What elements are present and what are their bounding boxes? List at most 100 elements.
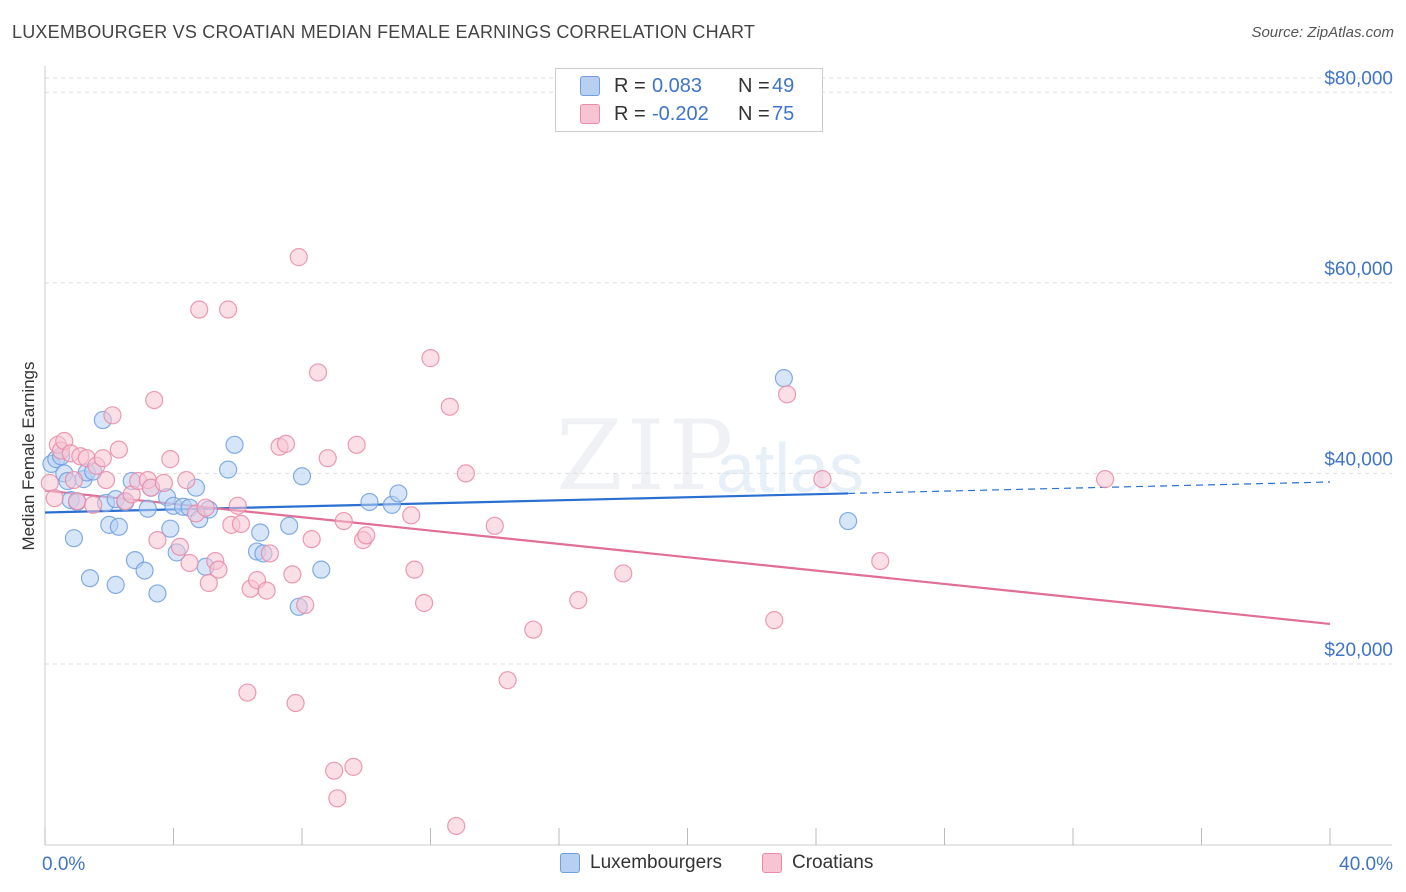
point-croatian [177, 470, 196, 490]
legend-n-value: 49 [772, 74, 795, 97]
point-luxembourger [80, 569, 100, 588]
point-croatian [93, 449, 112, 468]
legend-r-value: -0.202 [652, 102, 709, 125]
legend-r-value: 0.083 [652, 74, 703, 97]
point-croatian [84, 495, 103, 514]
point-croatian [344, 757, 363, 776]
point-croatian [334, 511, 353, 531]
point-croatian [109, 440, 128, 459]
point-croatian [148, 531, 167, 550]
point-croatian [276, 434, 296, 453]
point-luxembourger [106, 575, 125, 594]
bottom-legend-croatians: Croatians [762, 852, 873, 874]
point-luxembourger [64, 529, 84, 548]
point-croatian [1096, 470, 1115, 489]
point-croatian [286, 693, 305, 713]
point-luxembourger [251, 523, 270, 542]
point-croatian [103, 406, 122, 425]
point-croatian [357, 526, 376, 545]
point-luxembourger [280, 516, 299, 535]
bottom-legend-label: Luxembourgers [590, 852, 723, 873]
point-croatian [40, 473, 59, 493]
axis-labels: $20,000 $40,000 $60,000 $80,000 0.0% 40.0% Med… [19, 68, 1393, 875]
bottom-legend-luxembourgers: Luxembourgers [560, 852, 722, 874]
point-luxembourger [138, 499, 157, 518]
point-luxembourger [219, 460, 238, 479]
source-label: Source: ZipAtlas.com [1251, 24, 1394, 41]
legend-row-luxembourgers: R = 0.083 N = 49 [580, 73, 794, 99]
point-luxembourger [389, 484, 408, 503]
legend-n-label: N = [738, 102, 770, 125]
point-luxembourger [292, 467, 312, 486]
point-croatian [238, 683, 257, 702]
point-croatian [154, 473, 173, 493]
point-croatian [161, 450, 180, 469]
y-tick-label: $20,000 [1324, 640, 1393, 661]
point-croatian [190, 300, 209, 319]
chart-title: LUXEMBOURGER VS CROATIAN MEDIAN FEMALE E… [12, 22, 756, 42]
legend-r-label: R = [614, 102, 646, 125]
x-tick-label: 40.0% [1339, 854, 1393, 875]
point-luxembourger [774, 369, 793, 388]
point-croatian [414, 593, 434, 613]
trend-line-luxembourgers-extension [848, 481, 1331, 495]
watermark-zip: ZIP [556, 400, 738, 512]
point-croatian [170, 537, 190, 556]
point-luxembourger [135, 561, 154, 580]
point-luxembourger [109, 517, 128, 536]
point-croatian [456, 464, 475, 483]
point-croatian [405, 560, 424, 579]
point-croatian [498, 671, 517, 690]
point-croatian [871, 551, 890, 571]
point-croatian [614, 564, 633, 583]
y-tick-label: $60,000 [1324, 259, 1393, 280]
point-croatian [260, 544, 279, 563]
point-croatian [447, 816, 466, 836]
point-luxembourger [839, 511, 858, 531]
bottom-legend-label: Croatians [792, 852, 874, 873]
point-croatian [219, 300, 238, 319]
point-croatian [64, 470, 84, 490]
legend-n-label: N = [738, 74, 770, 97]
point-luxembourger [161, 519, 180, 538]
point-croatian [302, 530, 321, 549]
point-croatian [569, 591, 588, 610]
point-croatian [813, 470, 832, 489]
point-croatian [765, 611, 784, 630]
axes [44, 66, 1392, 846]
legend-swatch-blue [580, 76, 600, 96]
legend-row-croatians: R = -0.202 N = 75 [580, 101, 794, 127]
point-croatian [318, 449, 337, 468]
point-croatian [68, 491, 87, 511]
point-luxembourger [148, 584, 167, 603]
point-croatian [485, 516, 504, 535]
point-croatian [96, 470, 116, 490]
point-croatian [325, 761, 344, 780]
point-luxembourger [312, 560, 331, 579]
correlation-legend: R = 0.083 N = 49 R = -0.202 N = 75 [555, 68, 823, 132]
point-croatian [524, 620, 543, 639]
data-points [40, 248, 1115, 836]
point-croatian [145, 390, 164, 410]
point-croatian [199, 573, 218, 593]
x-tick-label: 0.0% [42, 854, 85, 875]
bottom-swatch-blue [560, 853, 580, 873]
point-croatian [45, 489, 64, 508]
point-croatian [231, 514, 251, 534]
legend-r-label: R = [614, 74, 646, 97]
trend-line-croatians [44, 489, 1331, 626]
point-croatian [308, 363, 328, 382]
point-croatian [257, 581, 276, 600]
point-croatian [328, 789, 347, 808]
point-croatian [209, 560, 228, 579]
point-luxembourger [225, 435, 244, 454]
point-croatian [180, 553, 199, 573]
point-croatian [777, 385, 797, 404]
y-tick-label: $80,000 [1324, 68, 1393, 89]
legend-n-value: 75 [772, 102, 795, 125]
point-croatian [296, 595, 315, 614]
y-tick-label: $40,000 [1324, 449, 1393, 470]
point-croatian [283, 565, 302, 584]
legend-swatch-pink [580, 104, 600, 124]
